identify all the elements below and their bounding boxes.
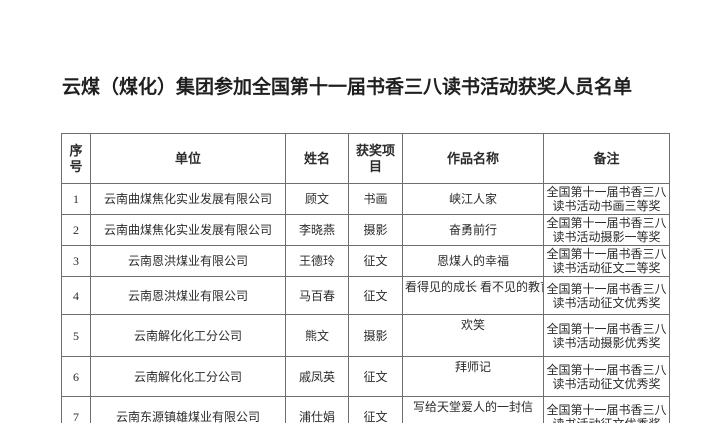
cell-work: 写给天堂爱人的一封信 bbox=[402, 396, 544, 423]
table-row: 5 云南解化化工分公司 熊文 摄影 欢笑 全国第十一届书香三八读书活动摄影优秀奖 bbox=[61, 314, 670, 357]
cell-unit: 云南恩洪煤业有限公司 bbox=[90, 245, 286, 277]
cell-name: 顾文 bbox=[285, 183, 349, 215]
col-header-unit: 单位 bbox=[90, 133, 286, 184]
cell-remark: 全国第十一届书香三八读书活动征文优秀奖 bbox=[543, 396, 670, 423]
awards-table: 序号 单位 姓名 获奖项目 作品名称 备注 1 云南曲煤焦化实业发展有限公司 顾… bbox=[61, 133, 670, 423]
cell-seq: 4 bbox=[61, 276, 91, 315]
cell-category: 摄影 bbox=[348, 214, 403, 246]
cell-remark: 全国第十一届书香三八读书活动征文优秀奖 bbox=[543, 276, 670, 315]
table-row: 2 云南曲煤焦化实业发展有限公司 李晓燕 摄影 奋勇前行 全国第十一届书香三八读… bbox=[61, 214, 670, 246]
cell-name: 王德玲 bbox=[285, 245, 349, 277]
col-header-work: 作品名称 bbox=[402, 133, 544, 184]
cell-name: 马百春 bbox=[285, 276, 349, 315]
cell-remark: 全国第十一届书香三八读书活动摄影优秀奖 bbox=[543, 314, 670, 357]
cell-category: 征文 bbox=[348, 396, 403, 423]
table-row: 4 云南恩洪煤业有限公司 马百春 征文 看得见的成长 看不见的教育 全国第十一届… bbox=[61, 276, 670, 315]
cell-unit: 云南恩洪煤业有限公司 bbox=[90, 276, 286, 315]
table-header-row: 序号 单位 姓名 获奖项目 作品名称 备注 bbox=[61, 133, 670, 184]
cell-seq: 5 bbox=[61, 314, 91, 357]
cell-seq: 3 bbox=[61, 245, 91, 277]
table-row: 7 云南东源镇雄煤业有限公司 浦仕娟 征文 写给天堂爱人的一封信 全国第十一届书… bbox=[61, 396, 670, 423]
cell-category: 征文 bbox=[348, 245, 403, 277]
cell-name: 熊文 bbox=[285, 314, 349, 357]
cell-unit: 云南东源镇雄煤业有限公司 bbox=[90, 396, 286, 423]
col-header-category: 获奖项目 bbox=[348, 133, 403, 184]
cell-work: 欢笑 bbox=[402, 314, 544, 357]
cell-seq: 6 bbox=[61, 356, 91, 397]
table-row: 6 云南解化化工分公司 戚凤英 征文 拜师记 全国第十一届书香三八读书活动征文优… bbox=[61, 356, 670, 397]
cell-work: 奋勇前行 bbox=[402, 214, 544, 246]
cell-remark: 全国第十一届书香三八读书活动摄影一等奖 bbox=[543, 214, 670, 246]
cell-name: 戚凤英 bbox=[285, 356, 349, 397]
cell-category: 征文 bbox=[348, 276, 403, 315]
cell-unit: 云南曲煤焦化实业发展有限公司 bbox=[90, 183, 286, 215]
cell-unit: 云南解化化工分公司 bbox=[90, 356, 286, 397]
cell-work: 峡江人家 bbox=[402, 183, 544, 215]
cell-unit: 云南曲煤焦化实业发展有限公司 bbox=[90, 214, 286, 246]
cell-unit: 云南解化化工分公司 bbox=[90, 314, 286, 357]
table-row: 3 云南恩洪煤业有限公司 王德玲 征文 恩煤人的幸福 全国第十一届书香三八读书活… bbox=[61, 245, 670, 277]
cell-seq: 7 bbox=[61, 396, 91, 423]
document-title: 云煤（煤化）集团参加全国第十一届书香三八读书活动获奖人员名单 bbox=[62, 77, 633, 98]
table-row: 1 云南曲煤焦化实业发展有限公司 顾文 书画 峡江人家 全国第十一届书香三八读书… bbox=[61, 183, 670, 215]
cell-seq: 2 bbox=[61, 214, 91, 246]
cell-seq: 1 bbox=[61, 183, 91, 215]
cell-remark: 全国第十一届书香三八读书活动征文优秀奖 bbox=[543, 356, 670, 397]
cell-remark: 全国第十一届书香三八读书活动征文二等奖 bbox=[543, 245, 670, 277]
cell-name: 李晓燕 bbox=[285, 214, 349, 246]
col-header-seq: 序号 bbox=[61, 133, 91, 184]
cell-category: 书画 bbox=[348, 183, 403, 215]
cell-category: 征文 bbox=[348, 356, 403, 397]
cell-category: 摄影 bbox=[348, 314, 403, 357]
cell-work: 恩煤人的幸福 bbox=[402, 245, 544, 277]
cell-name: 浦仕娟 bbox=[285, 396, 349, 423]
cell-work: 拜师记 bbox=[402, 356, 544, 397]
col-header-name: 姓名 bbox=[285, 133, 349, 184]
cell-work: 看得见的成长 看不见的教育 bbox=[402, 276, 544, 315]
cell-remark: 全国第十一届书香三八读书活动书画三等奖 bbox=[543, 183, 670, 215]
col-header-remark: 备注 bbox=[543, 133, 670, 184]
